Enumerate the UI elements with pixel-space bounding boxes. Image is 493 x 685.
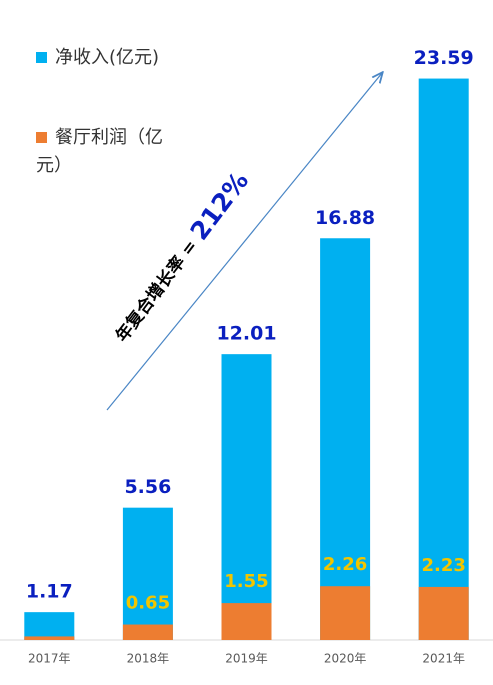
value-label: 5.56 <box>124 476 171 498</box>
legend-swatch <box>36 52 47 63</box>
annotation-value: 212% <box>185 166 255 245</box>
value-label: 16.88 <box>315 207 375 229</box>
value-label: 23.59 <box>414 47 474 69</box>
legend-swatch <box>36 132 47 143</box>
bar <box>320 586 371 640</box>
annotation-text: 年复合增长率 = <box>111 236 201 346</box>
trend-arrow <box>106 73 382 411</box>
value-label: 2.23 <box>421 555 465 576</box>
value-label: 12.01 <box>216 323 276 345</box>
bar <box>24 636 75 640</box>
bar <box>122 507 173 640</box>
bar <box>122 624 173 640</box>
legend-label: 净收入(亿元) <box>55 47 160 68</box>
bar <box>418 78 469 641</box>
bar <box>221 354 272 640</box>
legend-label: 餐厅利润（亿元） <box>36 127 163 176</box>
legend-item: 净收入(亿元) <box>36 44 186 72</box>
bar <box>221 603 272 640</box>
bar <box>320 238 371 641</box>
legend-item: 餐厅利润（亿元） <box>36 124 186 180</box>
bar <box>418 586 469 640</box>
value-label: 1.17 <box>26 581 73 603</box>
x-tick-label: 2017年 <box>28 652 71 666</box>
value-label: 2.26 <box>323 554 367 575</box>
x-tick-label: 2020年 <box>324 652 367 666</box>
bar <box>24 612 75 640</box>
value-label: 1.55 <box>224 571 268 592</box>
x-tick-label: 2021年 <box>422 652 465 666</box>
value-label: 0.65 <box>126 593 170 614</box>
x-tick-label: 2018年 <box>127 652 170 666</box>
x-tick-label: 2019年 <box>225 652 268 666</box>
